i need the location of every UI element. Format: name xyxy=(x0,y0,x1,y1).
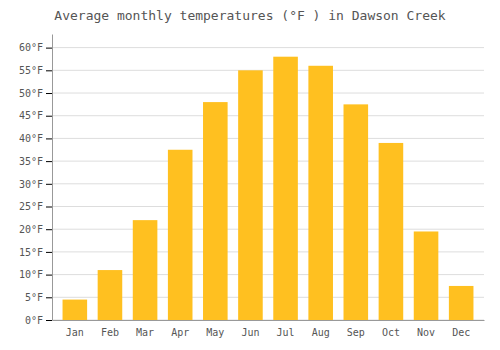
bar xyxy=(273,57,298,320)
x-tick: Mar xyxy=(136,327,154,338)
x-tick-label: Aug xyxy=(312,327,330,338)
grid-line xyxy=(52,115,484,116)
x-tick-label: Apr xyxy=(171,327,189,338)
y-tick-mark xyxy=(46,320,52,321)
chart-title: Average monthly temperatures (°F ) in Da… xyxy=(54,8,446,23)
y-tick: 10°F xyxy=(19,269,52,280)
x-tick-label: Jun xyxy=(241,327,259,338)
grid-line xyxy=(52,206,484,207)
x-tick: Jul xyxy=(277,327,295,338)
y-tick: 45°F xyxy=(19,110,52,121)
y-tick-label: 45°F xyxy=(19,110,43,121)
x-tick: Sep xyxy=(347,327,365,338)
x-tick: Dec xyxy=(452,327,470,338)
x-tick: May xyxy=(206,327,224,338)
bar xyxy=(449,286,474,320)
grid-line xyxy=(52,47,484,48)
bar xyxy=(168,150,193,320)
chart-container: Average monthly temperatures (°F ) in Da… xyxy=(0,0,500,350)
bar xyxy=(238,70,263,320)
y-tick: 5°F xyxy=(25,292,52,303)
y-tick: 15°F xyxy=(19,247,52,258)
y-tick-mark xyxy=(46,207,52,208)
x-tick: Feb xyxy=(101,327,119,338)
chart-svg: Average monthly temperatures (°F ) in Da… xyxy=(0,0,500,350)
x-tick: Nov xyxy=(417,327,435,338)
x-tick-label: Mar xyxy=(136,327,154,338)
y-tick: 60°F xyxy=(19,42,52,53)
y-tick-label: 50°F xyxy=(19,88,43,99)
y-tick: 20°F xyxy=(19,224,52,235)
grid-line xyxy=(52,93,484,94)
y-tick-mark xyxy=(46,116,52,117)
bars xyxy=(63,57,474,320)
bar xyxy=(133,220,158,320)
y-tick-mark xyxy=(46,138,52,139)
x-tick-label: Feb xyxy=(101,327,119,338)
x-axis: Jan Feb Mar Apr May Jun Jul Aug Sep Oct Nov Dec xyxy=(53,321,485,339)
y-tick-mark xyxy=(46,275,52,276)
y-tick-mark xyxy=(46,70,52,71)
y-tick-label: 20°F xyxy=(19,224,43,235)
y-tick: 50°F xyxy=(19,88,52,99)
bar xyxy=(414,231,439,320)
bar xyxy=(63,300,88,320)
grid-line xyxy=(52,229,484,230)
y-tick-label: 25°F xyxy=(19,201,43,212)
y-tick-mark xyxy=(46,252,52,253)
y-tick-label: 15°F xyxy=(19,247,43,258)
y-tick-mark xyxy=(46,184,52,185)
plot-area: 0°F 5°F 10°F 15°F 20°F 25°F 30°F 35°F 40°F 45°F 50… xyxy=(19,35,485,339)
y-tick: 35°F xyxy=(19,156,52,167)
x-tick-label: Dec xyxy=(452,327,470,338)
bar xyxy=(344,104,369,320)
x-tick: Jan xyxy=(66,327,84,338)
y-tick-mark xyxy=(46,297,52,298)
y-tick: 55°F xyxy=(19,65,52,76)
grid-line xyxy=(52,70,484,71)
bar xyxy=(379,143,404,320)
y-tick-mark xyxy=(46,93,52,94)
bar xyxy=(308,66,333,320)
grid-line xyxy=(52,138,484,139)
x-tick-label: Jul xyxy=(277,327,295,338)
bar xyxy=(98,270,123,320)
y-tick-label: 55°F xyxy=(19,65,43,76)
y-tick-label: 35°F xyxy=(19,156,43,167)
y-tick-mark xyxy=(46,229,52,230)
x-axis-line xyxy=(53,320,485,321)
y-tick-label: 60°F xyxy=(19,42,43,53)
y-tick: 25°F xyxy=(19,201,52,212)
y-tick-label: 10°F xyxy=(19,269,43,280)
x-tick: Apr xyxy=(171,327,189,338)
y-tick-mark xyxy=(46,48,52,49)
grid xyxy=(52,48,484,320)
y-tick: 40°F xyxy=(19,133,52,144)
y-tick-mark xyxy=(46,161,52,162)
grid-line xyxy=(52,183,484,184)
y-tick-label: 30°F xyxy=(19,179,43,190)
y-tick-label: 5°F xyxy=(25,292,43,303)
y-tick: 0°F xyxy=(25,315,52,326)
y-axis: 0°F 5°F 10°F 15°F 20°F 25°F 30°F 35°F 40°F 45°F 50… xyxy=(19,35,53,326)
x-tick-label: Nov xyxy=(417,327,435,338)
y-axis-line xyxy=(52,35,53,321)
x-tick-label: Jan xyxy=(66,327,84,338)
bar xyxy=(203,102,228,320)
y-tick-label: 40°F xyxy=(19,133,43,144)
x-tick: Oct xyxy=(382,327,400,338)
x-tick-label: Sep xyxy=(347,327,365,338)
y-tick: 30°F xyxy=(19,179,52,190)
grid-line xyxy=(52,161,484,162)
y-tick-label: 0°F xyxy=(25,315,43,326)
x-tick: Aug xyxy=(312,327,330,338)
x-tick-label: May xyxy=(206,327,224,338)
x-tick-label: Oct xyxy=(382,327,400,338)
x-tick: Jun xyxy=(241,327,259,338)
